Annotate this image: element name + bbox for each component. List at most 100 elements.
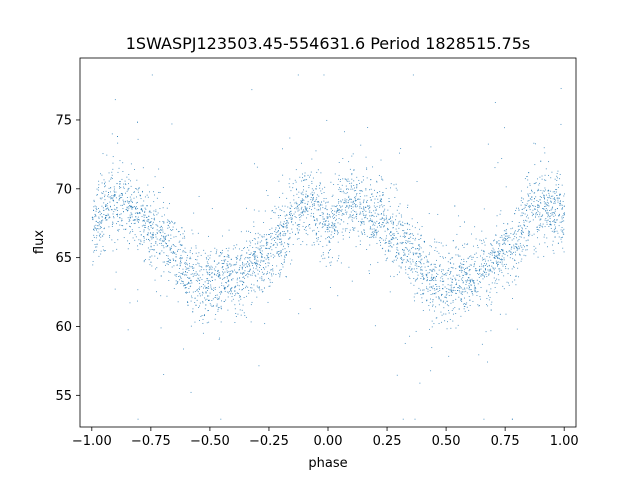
data-point	[139, 194, 141, 196]
data-point	[414, 264, 416, 266]
data-point	[452, 301, 454, 303]
data-point	[165, 242, 166, 244]
data-point	[381, 217, 383, 219]
data-point	[345, 202, 347, 204]
data-point	[227, 250, 229, 252]
data-point	[227, 264, 229, 266]
data-point	[543, 196, 545, 198]
data-point	[533, 142, 535, 144]
data-point	[155, 236, 157, 238]
data-point	[130, 206, 131, 208]
data-point	[212, 272, 214, 274]
data-point	[483, 275, 485, 277]
data-point	[544, 179, 545, 181]
data-point	[485, 269, 486, 271]
data-point	[360, 144, 362, 146]
data-point	[312, 189, 314, 191]
data-point	[411, 247, 412, 249]
data-point	[209, 303, 211, 305]
data-point	[471, 233, 472, 235]
data-point	[400, 224, 402, 226]
data-point	[285, 255, 287, 256]
data-point	[509, 237, 511, 239]
data-point	[473, 264, 475, 266]
data-point	[266, 273, 267, 275]
data-point	[126, 197, 128, 198]
data-point	[254, 251, 256, 252]
data-point	[120, 204, 122, 206]
data-point	[549, 210, 550, 212]
data-point	[240, 255, 242, 256]
data-point	[470, 284, 472, 286]
data-point	[99, 214, 101, 216]
data-point	[229, 273, 231, 275]
data-point	[101, 192, 103, 194]
data-point	[452, 275, 454, 277]
data-point	[550, 213, 552, 214]
data-point	[93, 201, 95, 203]
data-point	[137, 245, 138, 247]
data-point	[150, 246, 152, 248]
data-point	[290, 213, 292, 215]
data-point	[108, 208, 110, 210]
data-point	[280, 255, 282, 257]
data-point	[345, 178, 347, 180]
data-point	[363, 209, 365, 211]
data-point	[214, 287, 216, 288]
data-point	[527, 200, 529, 202]
data-point	[429, 280, 431, 282]
data-point	[214, 247, 216, 249]
data-point	[189, 249, 191, 251]
data-point	[305, 193, 307, 195]
data-point	[443, 307, 445, 309]
data-point	[514, 260, 516, 262]
data-point	[209, 268, 211, 270]
data-point	[107, 203, 109, 205]
data-point	[370, 264, 371, 266]
data-point	[559, 204, 561, 206]
data-point	[517, 267, 519, 269]
data-point	[92, 219, 94, 221]
data-point	[242, 262, 244, 264]
data-point	[338, 255, 340, 257]
data-point	[502, 238, 504, 240]
data-point	[227, 279, 229, 281]
data-point	[543, 201, 545, 203]
data-point	[98, 187, 100, 189]
data-point	[416, 263, 417, 265]
data-point	[102, 219, 104, 221]
data-point	[391, 222, 393, 224]
data-point	[461, 278, 463, 280]
data-point	[218, 274, 220, 276]
data-point	[396, 189, 398, 191]
data-point	[359, 211, 361, 213]
data-point	[468, 283, 470, 284]
data-point	[419, 382, 421, 384]
data-point	[285, 233, 287, 234]
data-point	[332, 194, 334, 196]
data-point	[340, 200, 342, 202]
data-point	[104, 250, 106, 251]
data-point	[521, 230, 522, 231]
data-point	[327, 201, 329, 203]
data-point	[139, 243, 141, 245]
data-point	[491, 249, 493, 251]
data-point	[344, 209, 346, 211]
data-point	[350, 186, 352, 188]
data-point	[127, 201, 129, 203]
data-point	[241, 280, 243, 282]
data-point	[239, 267, 241, 269]
data-point	[543, 255, 545, 257]
data-point	[469, 299, 471, 301]
data-point	[557, 186, 559, 188]
data-point	[270, 255, 272, 257]
data-point	[145, 216, 147, 218]
data-point	[383, 220, 385, 222]
data-point	[511, 221, 513, 222]
data-point	[235, 256, 237, 258]
data-point	[179, 262, 181, 264]
data-point	[204, 252, 206, 254]
data-point	[93, 229, 95, 231]
data-point	[275, 241, 277, 243]
data-point	[501, 259, 503, 261]
